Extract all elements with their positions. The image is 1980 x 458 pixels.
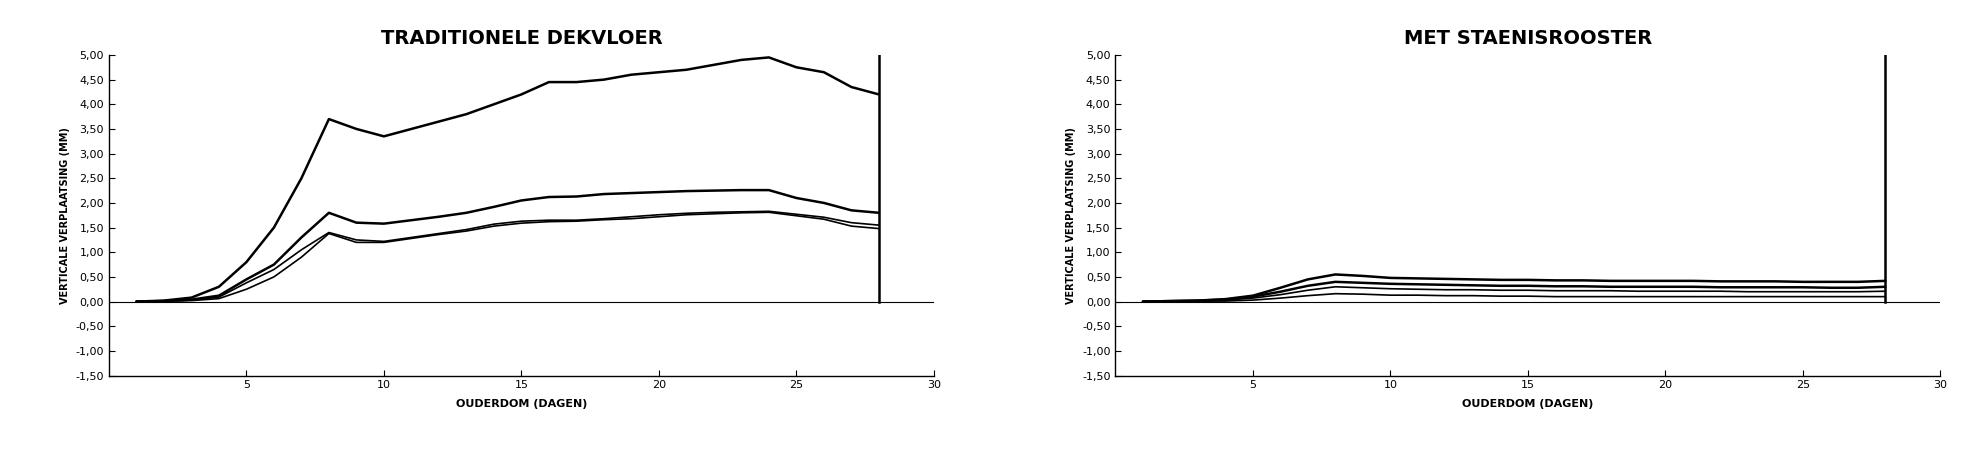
Title: MET STAENISROOSTER: MET STAENISROOSTER: [1404, 29, 1651, 48]
Title: TRADITIONELE DEKVLOER: TRADITIONELE DEKVLOER: [380, 29, 661, 48]
X-axis label: OUDERDOM (DAGEN): OUDERDOM (DAGEN): [455, 399, 588, 409]
Y-axis label: VERTICALE VERPLAATSING (MM): VERTICALE VERPLAATSING (MM): [1067, 127, 1077, 304]
X-axis label: OUDERDOM (DAGEN): OUDERDOM (DAGEN): [1461, 399, 1594, 409]
Y-axis label: VERTICALE VERPLAATSING (MM): VERTICALE VERPLAATSING (MM): [59, 127, 69, 304]
